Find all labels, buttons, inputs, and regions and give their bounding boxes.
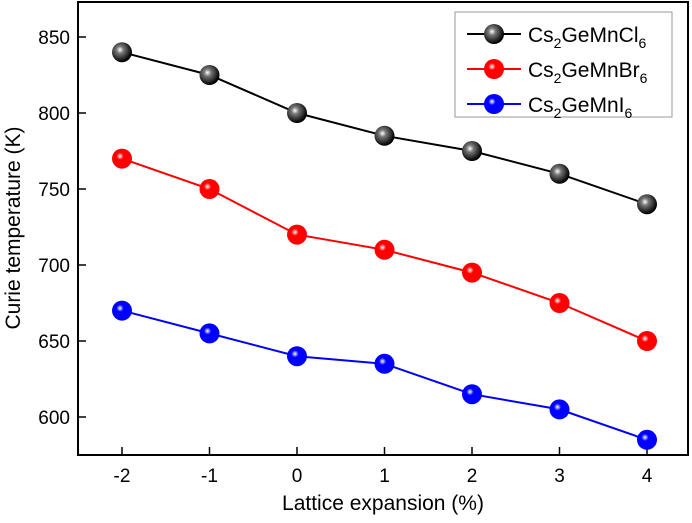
data-point xyxy=(287,224,307,245)
series-Cs2GeMnCl6 xyxy=(112,42,657,215)
legend-label: Cs2GeMnBr6 xyxy=(528,59,648,86)
data-point xyxy=(462,262,482,283)
x-tick-label: -1 xyxy=(201,466,218,487)
legend-marker xyxy=(484,59,504,79)
legend-entry: Cs2GeMnBr6 xyxy=(467,59,648,86)
x-tick-label: 4 xyxy=(642,466,653,487)
y-tick-label: 800 xyxy=(38,104,70,125)
legend-entry: Cs2GeMnCl6 xyxy=(467,24,647,51)
data-point xyxy=(462,141,482,161)
data-point xyxy=(637,194,657,215)
x-tick-label: -2 xyxy=(114,466,131,487)
data-point xyxy=(374,239,395,260)
y-axis-label: Curie temperature (K) xyxy=(2,126,25,329)
data-point xyxy=(549,293,570,313)
legend: Cs2GeMnCl6 Cs2GeMnBr6 Cs2GeMnI6 xyxy=(454,11,673,121)
x-tick-label: 0 xyxy=(292,466,303,487)
legend-label: Cs2GeMnI6 xyxy=(528,94,633,121)
y-tick-label: 600 xyxy=(38,408,70,429)
x-tick-label: 3 xyxy=(554,466,565,487)
data-point xyxy=(199,65,220,85)
series-Cs2GeMnI6 xyxy=(112,300,657,450)
data-point xyxy=(549,399,570,420)
data-point xyxy=(287,346,307,367)
data-point xyxy=(637,331,657,351)
y-tick-label: 750 xyxy=(38,180,70,201)
data-point xyxy=(374,353,395,374)
series-Cs2GeMnBr6 xyxy=(112,148,657,351)
x-axis-label: Lattice expansion (%) xyxy=(282,492,484,515)
legend-label: Cs2GeMnCl6 xyxy=(528,24,647,51)
y-tick-label: 700 xyxy=(38,256,70,277)
x-tick-label: 2 xyxy=(467,466,478,487)
legend-marker xyxy=(484,94,504,114)
x-tick-label: 1 xyxy=(379,466,390,487)
data-point xyxy=(199,179,220,199)
data-point xyxy=(199,323,220,344)
data-point xyxy=(287,103,307,123)
data-point xyxy=(374,125,395,146)
legend-entry: Cs2GeMnI6 xyxy=(467,94,633,121)
y-tick-label: 850 xyxy=(38,28,70,49)
data-point xyxy=(112,300,132,321)
data-point xyxy=(462,384,482,405)
legend-marker xyxy=(484,24,504,44)
data-point xyxy=(112,148,132,169)
data-point xyxy=(112,42,132,63)
plot-frame xyxy=(77,1,689,456)
data-point xyxy=(637,429,657,450)
data-point xyxy=(549,163,570,184)
y-tick-label: 650 xyxy=(38,332,70,353)
